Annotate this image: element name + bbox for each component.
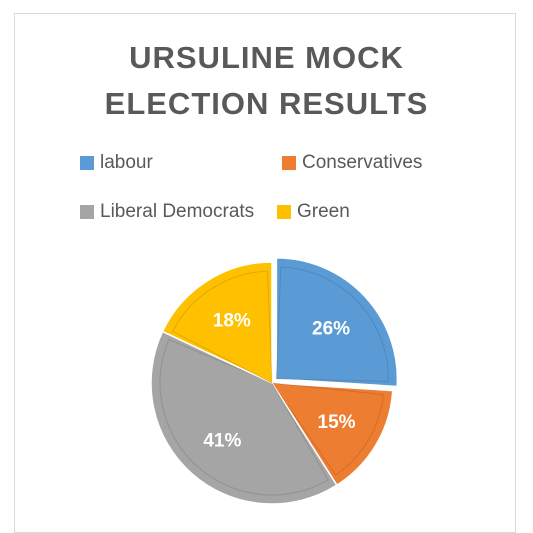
legend-item-green: Green — [277, 201, 350, 223]
legend-label-liberal-democrats: Liberal Democrats — [100, 201, 255, 222]
legend-label-green: Green — [297, 201, 350, 222]
pie-slice-inner-green — [171, 270, 273, 384]
legend-item-liberal-democrats: Liberal Democrats — [80, 201, 254, 223]
legend-label-labour: labour — [100, 152, 153, 173]
legend-item-labour: labour — [80, 152, 153, 174]
legend-label-conservatives: Conservatives — [302, 152, 423, 173]
legend-swatch-green — [277, 205, 291, 219]
data-label-liberal-democrats: 41% — [203, 430, 241, 451]
pie-slice-inner-liberal-democrats — [159, 338, 329, 496]
legend-swatch-labour — [80, 156, 94, 170]
legend-swatch-liberal-democrats — [80, 205, 94, 219]
chart-title-line-2: ELECTION RESULTS — [104, 86, 429, 121]
pie-chart: 26% 15% 41% 18% — [150, 257, 399, 505]
data-label-labour: 26% — [312, 319, 350, 340]
pie-slice-inner-conservatives — [270, 382, 384, 476]
chart-title-line-1: URSULINE MOCK — [129, 40, 404, 75]
data-label-conservatives: 15% — [318, 412, 356, 433]
legend-swatch-conservatives — [282, 156, 296, 170]
legend-item-conservatives: Conservatives — [282, 152, 422, 174]
data-label-green: 18% — [213, 311, 251, 332]
pie-slice-inner-labour — [275, 266, 389, 382]
